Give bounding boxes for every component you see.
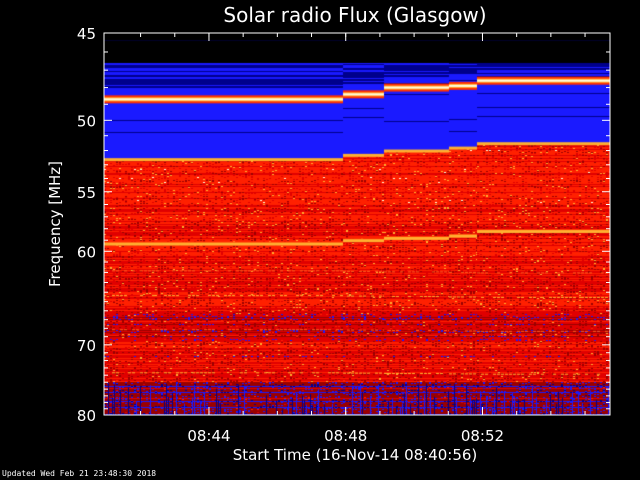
y-tick-label: 55 [77, 184, 96, 202]
update-timestamp: Updated Wed Feb 21 23:48:30 2018 [2, 469, 157, 478]
y-tick-label: 60 [77, 243, 96, 261]
y-axis-label: Frequency [MHz] [46, 161, 64, 287]
y-tick-label: 70 [77, 337, 96, 355]
y-axis-ticks: 45 50 55 60 70 80 [77, 25, 610, 425]
chart-title: Solar radio Flux (Glasgow) [223, 3, 486, 27]
plot-frame [103, 32, 611, 416]
x-axis-ticks: 08:44 08:48 08:52 [140, 33, 586, 445]
x-tick-label: 08:48 [324, 427, 367, 445]
y-tick-label: 80 [77, 407, 96, 425]
y-tick-label: 50 [77, 112, 96, 130]
x-axis-label: Start Time (16-Nov-14 08:40:56) [233, 446, 478, 464]
spectrogram-plot-area [104, 33, 610, 415]
x-tick-label: 08:52 [461, 427, 504, 445]
spectrogram-image [104, 33, 610, 415]
y-tick-label: 45 [77, 25, 96, 43]
x-tick-label: 08:44 [187, 427, 230, 445]
